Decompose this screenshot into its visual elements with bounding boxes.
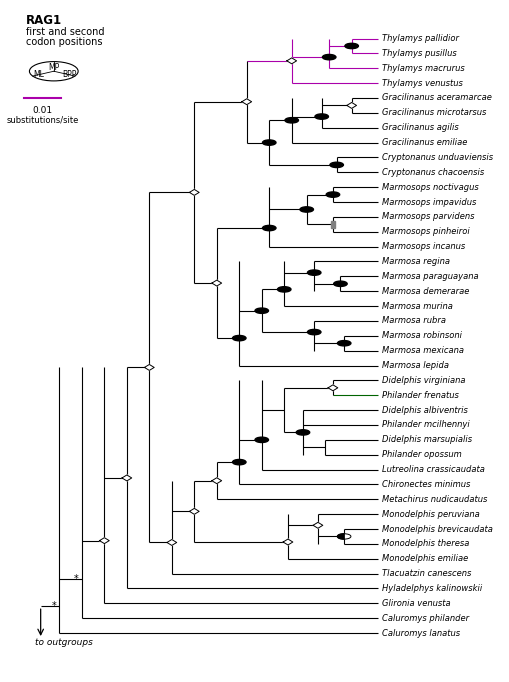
Text: Gracilinanus agilis: Gracilinanus agilis	[382, 123, 458, 132]
Text: MP: MP	[48, 63, 59, 72]
Text: Marmosa demerarae: Marmosa demerarae	[382, 286, 469, 296]
Text: Marmosa lepida: Marmosa lepida	[382, 361, 448, 370]
Text: substitutions/site: substitutions/site	[6, 115, 78, 124]
Text: Tlacuatzin canescens: Tlacuatzin canescens	[382, 569, 471, 578]
Text: Thylamys pallidior: Thylamys pallidior	[382, 34, 459, 43]
Text: Thylamys macrurus: Thylamys macrurus	[382, 64, 464, 73]
Text: Glironia venusta: Glironia venusta	[382, 599, 450, 608]
Circle shape	[337, 534, 350, 539]
Text: Marmosops noctivagus: Marmosops noctivagus	[382, 183, 478, 192]
Text: Gracilinanus microtarsus: Gracilinanus microtarsus	[382, 108, 486, 117]
Polygon shape	[212, 280, 221, 286]
Polygon shape	[286, 58, 296, 64]
Circle shape	[254, 437, 268, 443]
Text: Cryptonanus unduaviensis: Cryptonanus unduaviensis	[382, 153, 493, 162]
Text: codon positions: codon positions	[25, 38, 102, 48]
Text: Thylamys pusillus: Thylamys pusillus	[382, 49, 456, 58]
Text: Monodelphis brevicaudata: Monodelphis brevicaudata	[382, 524, 492, 533]
Text: Caluromys lanatus: Caluromys lanatus	[382, 629, 460, 638]
Circle shape	[232, 336, 245, 341]
Polygon shape	[144, 364, 154, 370]
Circle shape	[254, 308, 268, 314]
Text: Monodelphis peruviana: Monodelphis peruviana	[382, 509, 479, 518]
Text: Marmosops incanus: Marmosops incanus	[382, 242, 465, 251]
Text: Marmosa regina: Marmosa regina	[382, 257, 449, 266]
Circle shape	[232, 460, 245, 465]
Circle shape	[277, 286, 291, 292]
Circle shape	[315, 114, 328, 119]
Text: Marmosops impavidus: Marmosops impavidus	[382, 198, 476, 207]
Text: RAG1: RAG1	[25, 14, 62, 27]
Text: Metachirus nudicaudatus: Metachirus nudicaudatus	[382, 494, 487, 504]
Text: Marmosa rubra: Marmosa rubra	[382, 316, 445, 325]
Text: Marmosa paraguayana: Marmosa paraguayana	[382, 272, 478, 281]
Text: 0.01: 0.01	[33, 106, 52, 115]
Text: Didelphis virginiana: Didelphis virginiana	[382, 376, 465, 385]
Circle shape	[322, 55, 335, 60]
Text: Gracilinanus aceramarcae: Gracilinanus aceramarcae	[382, 93, 491, 102]
Circle shape	[329, 162, 343, 168]
Polygon shape	[212, 477, 221, 484]
Circle shape	[285, 117, 298, 123]
Circle shape	[262, 225, 275, 231]
Text: Marmosa mexicana: Marmosa mexicana	[382, 346, 464, 355]
Text: Philander frenatus: Philander frenatus	[382, 391, 459, 400]
Text: Hyladelphys kalinowskii: Hyladelphys kalinowskii	[382, 584, 482, 593]
Circle shape	[337, 340, 350, 346]
Text: first and second: first and second	[25, 27, 104, 37]
Circle shape	[344, 43, 358, 48]
Text: to outgroups: to outgroups	[35, 638, 93, 647]
Circle shape	[307, 270, 320, 276]
Polygon shape	[313, 522, 322, 529]
Text: Monodelphis theresa: Monodelphis theresa	[382, 539, 469, 548]
Text: Cryptonanus chacoensis: Cryptonanus chacoensis	[382, 168, 484, 177]
Polygon shape	[346, 102, 356, 108]
Text: ML: ML	[33, 70, 44, 79]
Polygon shape	[99, 537, 109, 544]
Polygon shape	[241, 99, 251, 104]
Text: Caluromys philander: Caluromys philander	[382, 614, 469, 623]
Text: Chironectes minimus: Chironectes minimus	[382, 480, 470, 489]
Text: Lutreolina crassicaudata: Lutreolina crassicaudata	[382, 465, 485, 474]
Circle shape	[307, 329, 320, 335]
Text: Gracilinanus emiliae: Gracilinanus emiliae	[382, 138, 467, 147]
Text: Thylamys venustus: Thylamys venustus	[382, 78, 462, 87]
Polygon shape	[327, 385, 337, 391]
Circle shape	[262, 140, 275, 145]
Text: *: *	[51, 602, 56, 611]
Bar	[330, 220, 334, 228]
Text: Marmosops parvidens: Marmosops parvidens	[382, 212, 474, 222]
Text: Marmosa robinsoni: Marmosa robinsoni	[382, 331, 462, 340]
Polygon shape	[166, 539, 176, 546]
Text: Monodelphis emiliae: Monodelphis emiliae	[382, 554, 468, 563]
Polygon shape	[282, 539, 292, 545]
Polygon shape	[189, 508, 199, 514]
Circle shape	[299, 207, 313, 212]
Text: Didelphis marsupialis: Didelphis marsupialis	[382, 435, 472, 445]
Text: Marmosa murina: Marmosa murina	[382, 301, 453, 310]
Text: Philander mcilhennyi: Philander mcilhennyi	[382, 421, 469, 430]
Text: BPP: BPP	[62, 70, 76, 79]
Polygon shape	[189, 190, 199, 195]
Text: Philander opossum: Philander opossum	[382, 450, 461, 459]
Text: Didelphis albiventris: Didelphis albiventris	[382, 406, 467, 415]
Circle shape	[333, 281, 347, 286]
Polygon shape	[337, 534, 344, 539]
Polygon shape	[122, 475, 131, 481]
Circle shape	[296, 430, 309, 435]
Text: *: *	[74, 574, 78, 584]
Circle shape	[326, 192, 339, 197]
Text: Marmosops pinheiroi: Marmosops pinheiroi	[382, 227, 469, 236]
